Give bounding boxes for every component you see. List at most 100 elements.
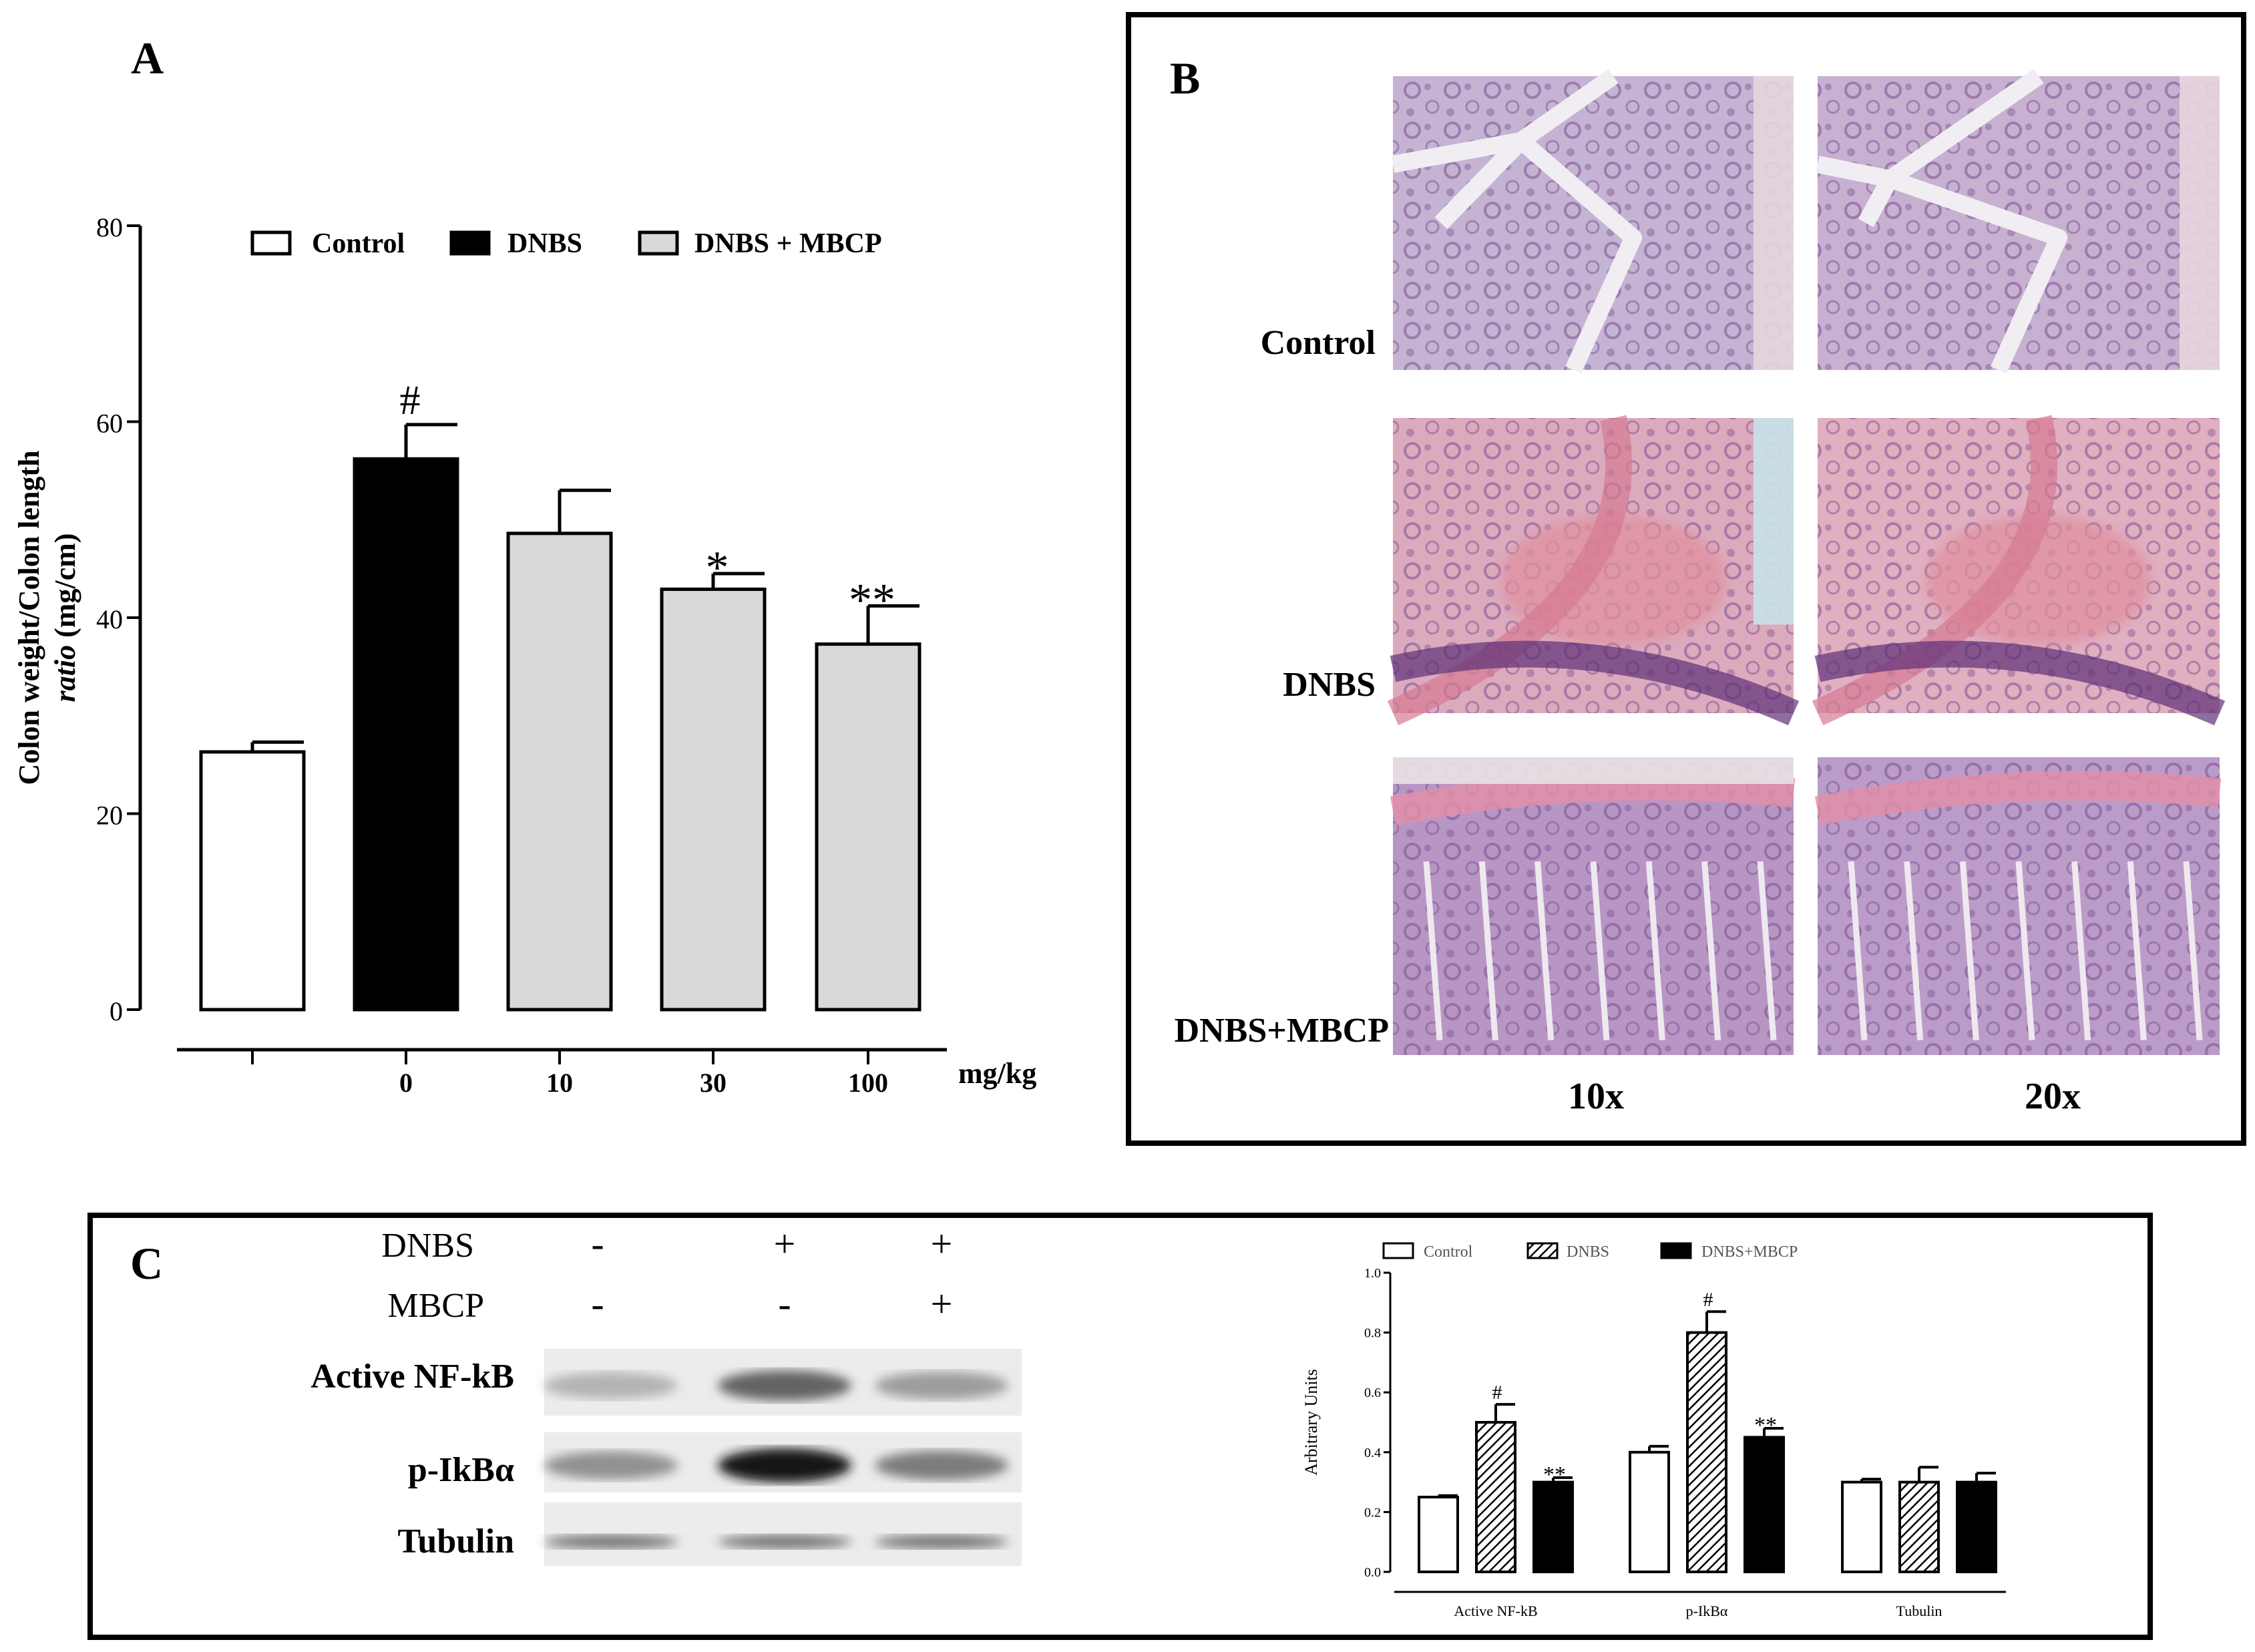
x-tick-label: Active NF-kB <box>1454 1603 1537 1619</box>
legend-swatch <box>449 230 491 256</box>
y-tick-label: 40 <box>96 604 123 634</box>
muscle-layer <box>1387 415 1632 726</box>
condition-label-dnbs: DNBS <box>381 1227 474 1265</box>
legend-label: Control <box>312 228 405 259</box>
blot-band <box>875 1534 1008 1548</box>
chart-a: 0 20 40 60 80 Colon weight/Colon length ratio … <box>13 212 1036 1098</box>
y-axis-label-line1: Colon weight/Colon length <box>13 450 45 785</box>
panel-label-a: A <box>131 33 164 83</box>
legend-swatch <box>1660 1242 1692 1259</box>
blot-band <box>718 1370 851 1401</box>
crypt-lumen <box>1645 861 1665 1041</box>
lumen-region <box>1816 69 2068 374</box>
y-tick-label: 0.2 <box>1364 1505 1381 1520</box>
x-tick-label: 0 <box>399 1068 413 1098</box>
blot-band <box>718 1534 851 1548</box>
crypt-lumen <box>1848 861 1868 1041</box>
y-tick-label: 0.8 <box>1364 1326 1381 1341</box>
western-blot: DNBS MBCP - - + - + + Active NF-kB p-IkBα Tubulin <box>311 1222 1022 1566</box>
condition-label-mbcp: MBCP <box>387 1287 484 1325</box>
histology-grid: Control DNBS DNBS+MBCP 10x 20x <box>1175 69 2226 1117</box>
bar <box>1686 1331 1727 1573</box>
y-tick-label: 0.4 <box>1364 1446 1381 1460</box>
y-tick-label: 20 <box>96 801 123 831</box>
blot-band <box>544 1534 678 1548</box>
condition-sign: + <box>931 1222 953 1265</box>
y-axis-label-ratio: ratio <box>49 638 81 702</box>
mucosa-band <box>1390 640 1800 726</box>
band-label: Active NF-kB <box>311 1358 514 1396</box>
crypt-lumen <box>1590 861 1610 1041</box>
crypt-lumen <box>2071 861 2091 1041</box>
crypt-lumen <box>2183 861 2203 1041</box>
bar <box>1629 1450 1670 1574</box>
bar <box>1418 1496 1459 1573</box>
panel-b-frame <box>1126 12 2246 1146</box>
legend-swatch <box>638 230 679 256</box>
significance-marker: # <box>400 378 421 423</box>
row-label: DNBS+MBCP <box>1175 1012 1389 1050</box>
y-tick-label: 80 <box>96 212 123 242</box>
crypt-lumen <box>1534 861 1555 1041</box>
y-tick-label: 0.6 <box>1364 1386 1381 1400</box>
bar <box>506 532 613 1012</box>
bar <box>1841 1480 1882 1574</box>
legend-label: DNBS + MBCP <box>694 228 882 259</box>
condition-sign: - <box>778 1282 791 1325</box>
panel-c-frame <box>87 1213 2153 1640</box>
serosa-layer <box>1390 771 1796 825</box>
blot-band <box>875 1450 1008 1480</box>
panel-c: C DNBS MBCP - - + - + + Active NF-kB p-IkBα Tubuli… <box>87 1213 2153 1640</box>
bar <box>815 642 921 1012</box>
x-axis-unit: mg/kg <box>958 1057 1036 1090</box>
column-label: 20x <box>2025 1076 2081 1117</box>
crypt-lumen <box>1959 861 1979 1041</box>
bar <box>353 457 459 1012</box>
band-label: Tubulin <box>398 1522 515 1561</box>
chart-c: 0.0 0.2 0.4 0.6 0.8 1.0 Arbitrary Units Active … <box>1301 1242 2006 1619</box>
crypt-lumen <box>2015 861 2035 1041</box>
crypt-lumen <box>2127 861 2147 1041</box>
bar <box>660 587 767 1012</box>
legend-label: DNBS <box>507 228 582 259</box>
panel-a: A 0 20 40 60 80 Colon weight/Colon length rati… <box>13 33 1036 1098</box>
bar <box>1898 1480 1940 1574</box>
condition-sign: - <box>591 1222 604 1265</box>
muscle-layer <box>1812 415 2057 726</box>
x-tick-label: p-IkBα <box>1686 1603 1728 1619</box>
blot-band <box>718 1448 851 1483</box>
legend-swatch <box>1526 1242 1559 1259</box>
column-label: 10x <box>1568 1076 1624 1117</box>
crypt-lumen <box>1423 861 1443 1041</box>
x-tick-label: Tubulin <box>1896 1603 1942 1619</box>
bar <box>1956 1480 1997 1574</box>
significance-marker: * <box>706 542 729 594</box>
condition-sign: - <box>591 1282 604 1325</box>
bar <box>1744 1436 1785 1573</box>
crypt-lumen <box>1478 861 1498 1041</box>
y-axis-label-unit: (mg/cm) <box>49 534 81 638</box>
y-axis-label: Arbitrary Units <box>1301 1369 1321 1476</box>
x-tick-label: 10 <box>546 1068 573 1098</box>
legend-swatch <box>250 230 292 256</box>
legend-label: Control <box>1424 1243 1473 1261</box>
bar <box>1475 1421 1516 1573</box>
legend-label: DNBS <box>1567 1243 1609 1261</box>
serosa-layer <box>1814 771 2222 825</box>
row-label: Control <box>1261 324 1376 362</box>
bar <box>1532 1480 1574 1574</box>
row-label: DNBS <box>1283 666 1376 704</box>
x-tick-label: 100 <box>848 1068 888 1098</box>
background-region <box>1754 418 1794 625</box>
x-tick-label: 30 <box>700 1068 727 1098</box>
panel-label-b: B <box>1170 53 1200 104</box>
crypt-lumen <box>1757 861 1777 1041</box>
crypt-lumen <box>1904 861 1924 1041</box>
blot-band <box>544 1372 678 1399</box>
y-tick-label: 60 <box>96 409 123 439</box>
band-label: p-IkBα <box>408 1451 514 1489</box>
background-region <box>2180 76 2220 370</box>
panel-label-c: C <box>130 1238 163 1289</box>
significance-marker: ** <box>1754 1413 1777 1438</box>
